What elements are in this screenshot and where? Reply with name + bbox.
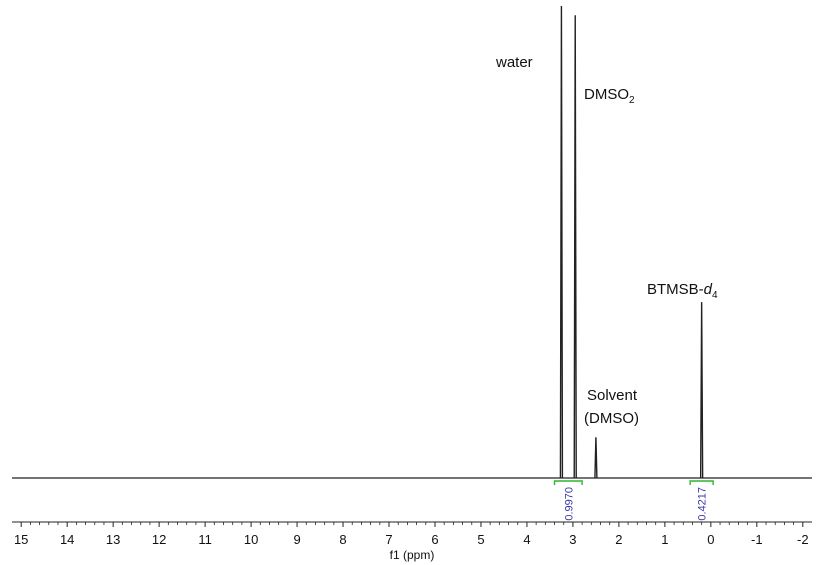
x-tick-label-16: -1 xyxy=(751,532,763,547)
annotation-layer: water DMSO2 Solvent (DMSO) BTMSB-d4 xyxy=(495,54,718,427)
x-tick-label-6: 9 xyxy=(293,532,300,547)
spectrum-peak-2 xyxy=(573,15,577,479)
x-tick-label-7: 8 xyxy=(339,532,346,547)
annotation-btmsb-main: BTMSB- xyxy=(647,281,704,298)
x-tick-label-9: 6 xyxy=(431,532,438,547)
annotation-btmsb-italic: d xyxy=(704,281,713,298)
integral-layer: 0.9970 0.4217 xyxy=(553,480,714,521)
x-tick-label-17: -2 xyxy=(797,532,809,547)
x-tick-label-10: 5 xyxy=(477,532,484,547)
annotation-solvent-line1: Solvent xyxy=(587,387,638,404)
annotation-btmsb-subscript: 4 xyxy=(712,290,718,301)
spectrum-peak-1 xyxy=(559,5,564,479)
x-tick-label-12: 3 xyxy=(569,532,576,547)
x-tick-label-14: 1 xyxy=(661,532,668,547)
x-tick-label-2: 13 xyxy=(106,532,120,547)
x-tick-label-11: 4 xyxy=(523,532,530,547)
spectrum-layer xyxy=(12,5,812,479)
spectrum-peak-3 xyxy=(594,437,598,479)
x-axis: 15 14 13 12 11 10 9 8 7 6 5 4 3 2 1 0 -1 -2 f1 (ppm) xyxy=(12,521,812,562)
annotation-water: water xyxy=(495,54,533,71)
integral-value-1: 0.9970 xyxy=(563,487,575,521)
integral-bracket-1 xyxy=(553,480,583,485)
x-tick-label-8: 7 xyxy=(385,532,392,547)
annotation-solvent-line2: (DMSO) xyxy=(584,410,639,427)
x-tick-label-4: 11 xyxy=(198,532,212,547)
x-tick-label-15: 0 xyxy=(707,532,714,547)
x-tick-label-13: 2 xyxy=(615,532,622,547)
integral-value-2: 0.4217 xyxy=(697,487,709,521)
x-tick-label-5: 10 xyxy=(244,532,258,547)
x-tick-label-1: 14 xyxy=(60,532,74,547)
integral-bracket-2 xyxy=(689,480,714,485)
x-axis-title: f1 (ppm) xyxy=(390,548,435,562)
annotation-btmsb: BTMSB-d4 xyxy=(647,281,718,301)
x-axis-ticks: 15 14 13 12 11 10 9 8 7 6 5 4 3 2 1 0 -1 -2 xyxy=(14,522,809,547)
x-tick-label-0: 15 xyxy=(14,532,28,547)
annotation-dmso2-main: DMSO xyxy=(584,86,629,103)
spectrum-peak-4 xyxy=(699,302,704,479)
x-tick-label-3: 12 xyxy=(152,532,166,547)
annotation-dmso2-subscript: 2 xyxy=(629,95,635,106)
annotation-dmso2: DMSO2 xyxy=(584,86,635,106)
